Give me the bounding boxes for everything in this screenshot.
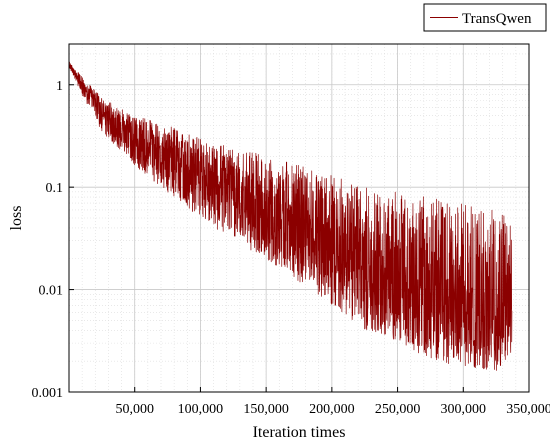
y-tick-label: 0.01 — [39, 284, 64, 299]
series-transqwen — [68, 61, 513, 371]
y-axis-title: loss — [8, 206, 25, 231]
legend-label-transqwen: TransQwen — [462, 11, 532, 27]
x-tick-label: 50,000 — [115, 402, 154, 417]
y-tick-label: 0.1 — [46, 181, 64, 196]
x-tick-label: 150,000 — [243, 402, 289, 417]
series-line-transqwen — [68, 61, 513, 371]
x-tick-label: 250,000 — [375, 402, 421, 417]
y-tick-label: 1 — [56, 79, 63, 94]
x-tick-label: 100,000 — [178, 402, 224, 417]
legend: TransQwen — [423, 3, 547, 32]
x-axis-title: Iteration times — [253, 424, 346, 441]
ticks: 50,000 100,000 150,000 200,000 250,000 300,00… — [32, 79, 550, 417]
plot-frame — [68, 43, 530, 393]
x-tick-label: 200,000 — [309, 402, 355, 417]
x-tick-label: 350,000 — [506, 402, 550, 417]
x-tick-label: 300,000 — [441, 402, 487, 417]
y-tick-label: 0.001 — [32, 386, 64, 401]
